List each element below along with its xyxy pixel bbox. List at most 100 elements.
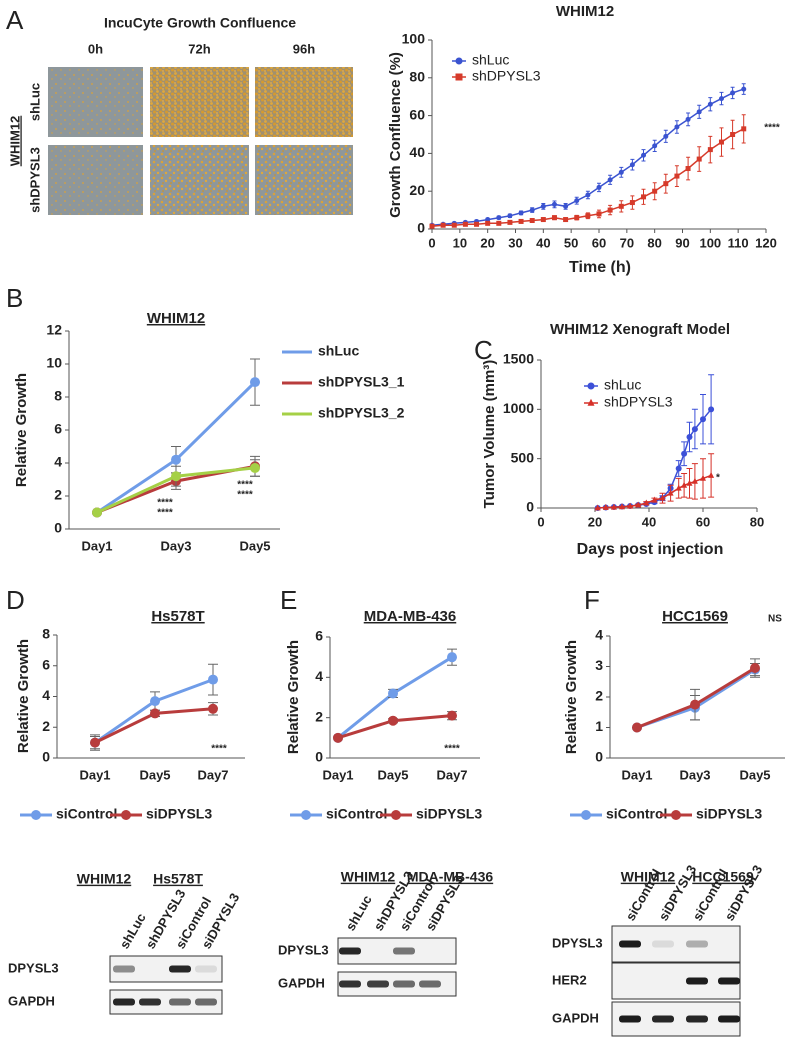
marker: [730, 90, 736, 96]
marker: [691, 426, 698, 433]
marker: [610, 503, 617, 510]
marker: [618, 169, 624, 175]
y-tick-label: 4: [42, 687, 50, 703]
y-tick-label: 10: [46, 355, 62, 371]
y-tick-label: 20: [409, 182, 425, 198]
blot-strip: [109, 955, 223, 983]
panel-label: B: [6, 283, 23, 313]
marker: [643, 499, 650, 506]
panel-label: D: [6, 585, 25, 615]
marker: [429, 223, 435, 229]
marker: [474, 221, 480, 227]
row-label: HER2: [552, 972, 587, 987]
marker: [619, 503, 625, 510]
marker: [707, 147, 713, 153]
annotation: ****: [157, 498, 173, 509]
row-label: shLuc: [27, 83, 42, 121]
x-tick-label: 40: [536, 235, 550, 250]
legend-label: siDPYSL3: [146, 806, 212, 822]
marker: [208, 674, 218, 685]
y-tick-label: 60: [409, 106, 425, 122]
band: [686, 940, 708, 948]
marker: [663, 181, 669, 187]
group-label: WHIM12: [7, 116, 22, 167]
y-tick-label: 2: [54, 487, 62, 503]
x-tick-label: Day3: [160, 538, 191, 553]
y-tick-label: 0: [315, 749, 323, 765]
annotation: ****: [237, 480, 253, 491]
marker: [635, 501, 642, 508]
annotation: ****: [157, 508, 173, 519]
marker: [440, 222, 446, 228]
x-tick-label: 0: [428, 235, 435, 250]
band: [195, 965, 217, 973]
y-tick-label: 8: [54, 388, 62, 404]
marker: [691, 477, 698, 484]
marker: [585, 192, 591, 198]
marker: [594, 504, 601, 511]
marker: [741, 86, 747, 92]
marker: [652, 143, 658, 149]
marker: [171, 471, 181, 482]
marker: [696, 109, 702, 115]
x-tick-label: Day7: [197, 767, 228, 782]
blot-header: Hs578T: [153, 871, 203, 887]
legend-label: siControl: [56, 806, 117, 822]
x-tick-label: 90: [675, 235, 689, 250]
series-line: [431, 128, 745, 227]
marker: [529, 207, 535, 213]
x-tick-label: Day5: [377, 767, 408, 782]
band: [619, 1015, 641, 1023]
marker: [686, 433, 693, 440]
blot-header: WHIM12: [77, 871, 132, 887]
band: [393, 947, 415, 955]
y-axis-label: Growth Confluence (%): [387, 52, 404, 218]
marker: [581, 810, 591, 820]
x-tick-label: 70: [620, 235, 634, 250]
y-axis-label: Relative Growth: [563, 640, 580, 754]
band: [195, 998, 217, 1006]
panel-label: E: [280, 585, 297, 615]
y-tick-label: 6: [42, 656, 50, 672]
marker: [455, 57, 463, 65]
x-tick-label: Day7: [436, 767, 467, 782]
marker: [632, 722, 642, 733]
annotation: ****: [764, 123, 780, 134]
x-axis-label: Time (h): [569, 259, 631, 276]
row-label: GAPDH: [8, 993, 55, 1008]
marker: [675, 465, 682, 472]
marker: [681, 481, 688, 488]
band: [367, 980, 389, 988]
y-tick-label: 1500: [503, 351, 534, 367]
micrograph-title: IncuCyte Growth Confluence: [104, 15, 296, 31]
marker: [388, 688, 398, 699]
band: [393, 980, 415, 988]
legend-label: shDPYSL3_1: [318, 374, 405, 390]
marker: [496, 215, 502, 221]
series-line: [597, 474, 712, 509]
row-label: GAPDH: [552, 1010, 599, 1025]
band: [113, 998, 135, 1006]
marker: [507, 219, 513, 225]
chart-title: HCC1569: [662, 608, 728, 625]
marker: [455, 73, 463, 81]
marker: [250, 377, 260, 388]
x-tick-label: Day5: [739, 767, 770, 782]
x-tick-label: 60: [592, 235, 606, 250]
marker: [741, 126, 747, 132]
x-tick-label: 20: [588, 514, 602, 529]
x-tick-label: Day3: [679, 767, 710, 782]
x-tick-label: 80: [647, 235, 661, 250]
x-tick-label: 60: [696, 514, 710, 529]
marker: [518, 218, 524, 224]
marker: [750, 663, 760, 674]
marker: [674, 173, 680, 179]
chart-title: Hs578T: [151, 608, 204, 625]
y-axis-label: Tumor Volume (mm³): [481, 360, 498, 509]
marker: [686, 479, 693, 486]
marker: [563, 217, 569, 223]
row-label: DPYSL3: [278, 942, 329, 957]
marker: [551, 201, 557, 207]
